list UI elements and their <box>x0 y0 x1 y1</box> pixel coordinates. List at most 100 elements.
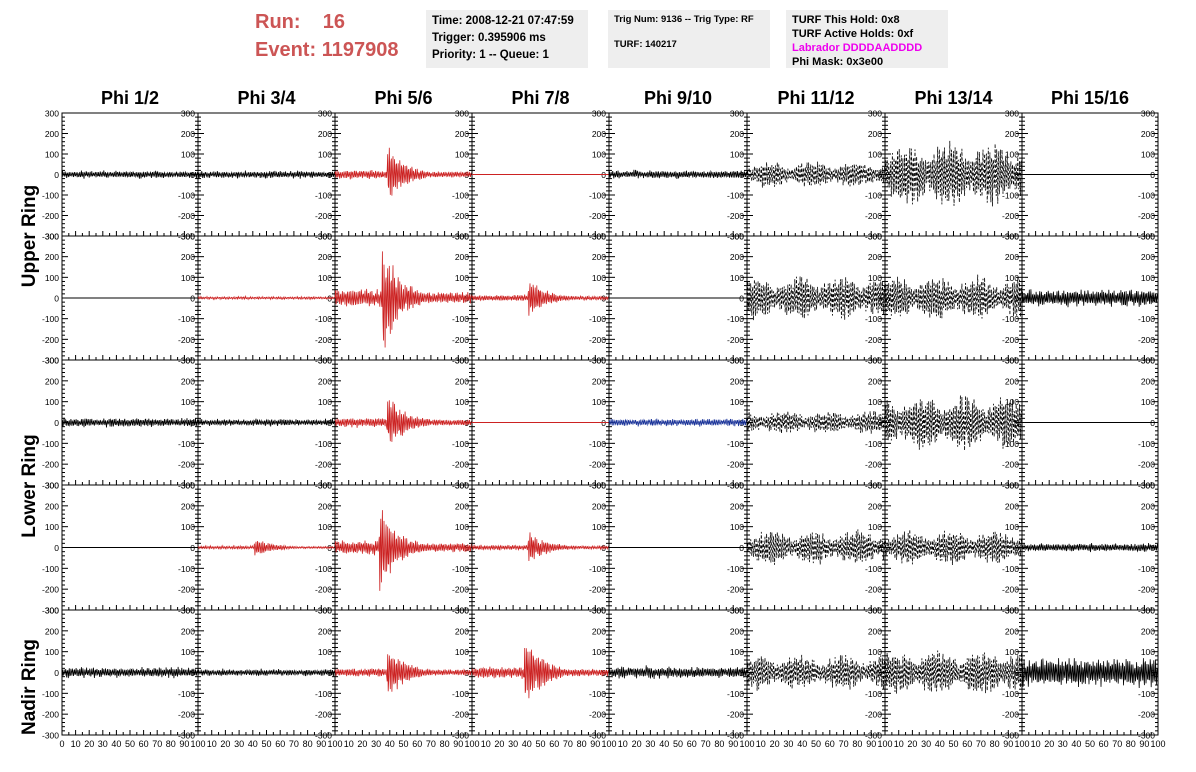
y-tick-label: 200 <box>1005 626 1019 636</box>
y-tick-label: 100 <box>1141 647 1155 657</box>
x-tick-label: 60 <box>1099 739 1109 749</box>
y-tick-label: -300 <box>1002 731 1019 741</box>
y-tick-label: 200 <box>318 376 332 386</box>
y-tick-label: -200 <box>589 585 606 595</box>
y-tick-label: 100 <box>1005 647 1019 657</box>
y-tick-label: 200 <box>730 252 744 262</box>
y-tick-label: -100 <box>727 314 744 324</box>
x-tick-label: 90 <box>728 739 738 749</box>
y-tick-label: 200 <box>1141 501 1155 511</box>
y-tick-label: 200 <box>318 501 332 511</box>
y-tick-label: 300 <box>318 356 332 366</box>
event-value: 1197908 <box>321 39 399 61</box>
waveform-trace <box>61 417 199 428</box>
y-tick-label: 100 <box>1141 150 1155 160</box>
y-tick-label: 200 <box>1005 252 1019 262</box>
waveform-trace <box>608 169 748 180</box>
x-tick-label: 90 <box>1139 739 1149 749</box>
y-tick-label: 300 <box>1141 232 1155 242</box>
waveform-trace <box>1021 543 1159 553</box>
y-tick-label: 300 <box>1005 109 1019 119</box>
waveform-trace <box>746 410 886 434</box>
waveform-trace <box>197 294 336 301</box>
y-tick-label: 200 <box>318 252 332 262</box>
x-tick-label: 20 <box>357 739 367 749</box>
y-tick-label: 100 <box>318 397 332 407</box>
y-tick-label: 100 <box>730 397 744 407</box>
y-tick-label: 100 <box>1005 150 1019 160</box>
x-tick-label: 0 <box>59 739 64 749</box>
y-tick-label: -100 <box>589 191 606 201</box>
x-tick-label: 90 <box>866 739 876 749</box>
y-tick-label: 200 <box>1141 252 1155 262</box>
y-tick-label: 200 <box>1005 501 1019 511</box>
x-tick-label: 80 <box>714 739 724 749</box>
y-tick-label: -100 <box>1138 439 1155 449</box>
y-tick-label: 100 <box>868 150 882 160</box>
waveform-trace <box>334 400 473 442</box>
y-tick-label: 100 <box>1141 273 1155 283</box>
y-tick-label: 300 <box>45 109 59 119</box>
y-tick-label: 200 <box>181 252 195 262</box>
y-tick-label: 100 <box>181 150 195 160</box>
waveform-trace <box>334 251 473 348</box>
y-tick-label: -100 <box>589 689 606 699</box>
y-tick-label: 300 <box>181 232 195 242</box>
y-tick-label: -100 <box>1138 191 1155 201</box>
y-tick-label: 200 <box>181 501 195 511</box>
event-line: Event: 1197908 <box>255 36 398 64</box>
y-tick-label: -100 <box>178 564 195 574</box>
y-tick-label: 300 <box>730 606 744 616</box>
y-tick-label: 200 <box>45 376 59 386</box>
x-tick-label: 10 <box>756 739 766 749</box>
y-tick-label: -100 <box>315 314 332 324</box>
y-tick-label: -200 <box>315 710 332 720</box>
y-tick-label: 0 <box>54 418 59 428</box>
y-tick-label: -200 <box>315 211 332 221</box>
y-tick-label: -200 <box>452 710 469 720</box>
y-tick-label: -100 <box>1002 314 1019 324</box>
y-tick-label: 300 <box>592 481 606 491</box>
y-tick-label: -200 <box>315 585 332 595</box>
x-tick-label: 70 <box>289 739 299 749</box>
y-tick-label: -200 <box>589 335 606 345</box>
y-tick-label: 300 <box>592 356 606 366</box>
y-tick-label: 300 <box>45 606 59 616</box>
y-tick-label: 100 <box>592 150 606 160</box>
y-tick-label: 300 <box>1141 356 1155 366</box>
y-tick-label: -100 <box>42 191 59 201</box>
y-tick-label: -100 <box>42 439 59 449</box>
y-tick-label: -100 <box>727 439 744 449</box>
y-tick-label: 100 <box>1005 273 1019 283</box>
y-tick-label: 300 <box>868 481 882 491</box>
x-tick-label: 10 <box>618 739 628 749</box>
y-tick-label: -100 <box>452 191 469 201</box>
x-tick-label: 40 <box>1071 739 1081 749</box>
waveform-trace <box>746 654 886 691</box>
y-tick-label: -200 <box>727 460 744 470</box>
y-tick-label: 100 <box>318 273 332 283</box>
y-tick-label: -200 <box>1002 460 1019 470</box>
y-tick-label: 200 <box>730 626 744 636</box>
column-title: Phi 1/2 <box>101 88 159 108</box>
y-tick-label: 300 <box>181 356 195 366</box>
y-tick-label: -100 <box>452 689 469 699</box>
y-tick-label: -200 <box>589 710 606 720</box>
waveform-trace <box>197 540 336 556</box>
y-tick-label: 300 <box>455 232 469 242</box>
y-tick-label: -200 <box>865 335 882 345</box>
waveform-trace <box>746 161 886 188</box>
y-tick-label: -100 <box>865 439 882 449</box>
y-tick-label: -200 <box>315 460 332 470</box>
waveform-trace <box>471 647 610 699</box>
x-tick-label: 50 <box>261 739 271 749</box>
column-title: Phi 5/6 <box>374 88 432 108</box>
y-tick-label: 300 <box>1005 356 1019 366</box>
x-tick-label: 20 <box>494 739 504 749</box>
waveform-trace <box>884 529 1023 566</box>
y-tick-label: 200 <box>45 501 59 511</box>
x-tick-label: 80 <box>440 739 450 749</box>
y-tick-label: -200 <box>178 710 195 720</box>
column-title: Phi 11/12 <box>777 88 854 108</box>
x-tick-label: 50 <box>811 739 821 749</box>
